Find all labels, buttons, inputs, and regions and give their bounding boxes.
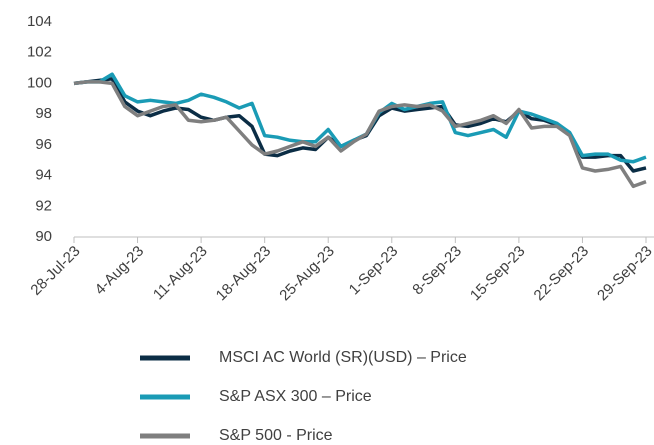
y-tick-label: 102 bbox=[27, 44, 52, 61]
x-tick-label: 28-Jul-23 bbox=[27, 243, 83, 299]
x-tick-label: 18-Aug-23 bbox=[213, 243, 275, 305]
series-line bbox=[73, 80, 647, 189]
x-tick-label: 29-Sep-23 bbox=[594, 243, 654, 305]
y-tick-label: 104 bbox=[27, 13, 52, 30]
x-tick-label: 8-Sep-23 bbox=[409, 243, 465, 299]
legend-label: S&P 500 - Price bbox=[219, 427, 333, 444]
y-tick-label: 98 bbox=[35, 105, 52, 122]
legend-label: S&P ASX 300 – Price bbox=[219, 388, 372, 405]
x-tick-label: 25-Aug-23 bbox=[276, 243, 338, 305]
y-tick-label: 100 bbox=[27, 74, 52, 91]
x-tick-label: 4-Aug-23 bbox=[92, 243, 148, 299]
y-tick-label: 90 bbox=[35, 228, 52, 245]
series-line bbox=[73, 72, 647, 164]
x-tick-label: 15-Sep-23 bbox=[467, 243, 529, 305]
x-tick-label: 22-Sep-23 bbox=[531, 243, 593, 305]
y-tick-label: 94 bbox=[35, 167, 52, 184]
legend-label: MSCI AC World (SR)(USD) – Price bbox=[219, 349, 467, 366]
y-tick-label: 96 bbox=[35, 136, 52, 153]
y-tick-label: 92 bbox=[35, 197, 52, 214]
x-tick-label: 1-Sep-23 bbox=[346, 243, 402, 299]
x-tick-label: 11-Aug-23 bbox=[150, 243, 211, 304]
